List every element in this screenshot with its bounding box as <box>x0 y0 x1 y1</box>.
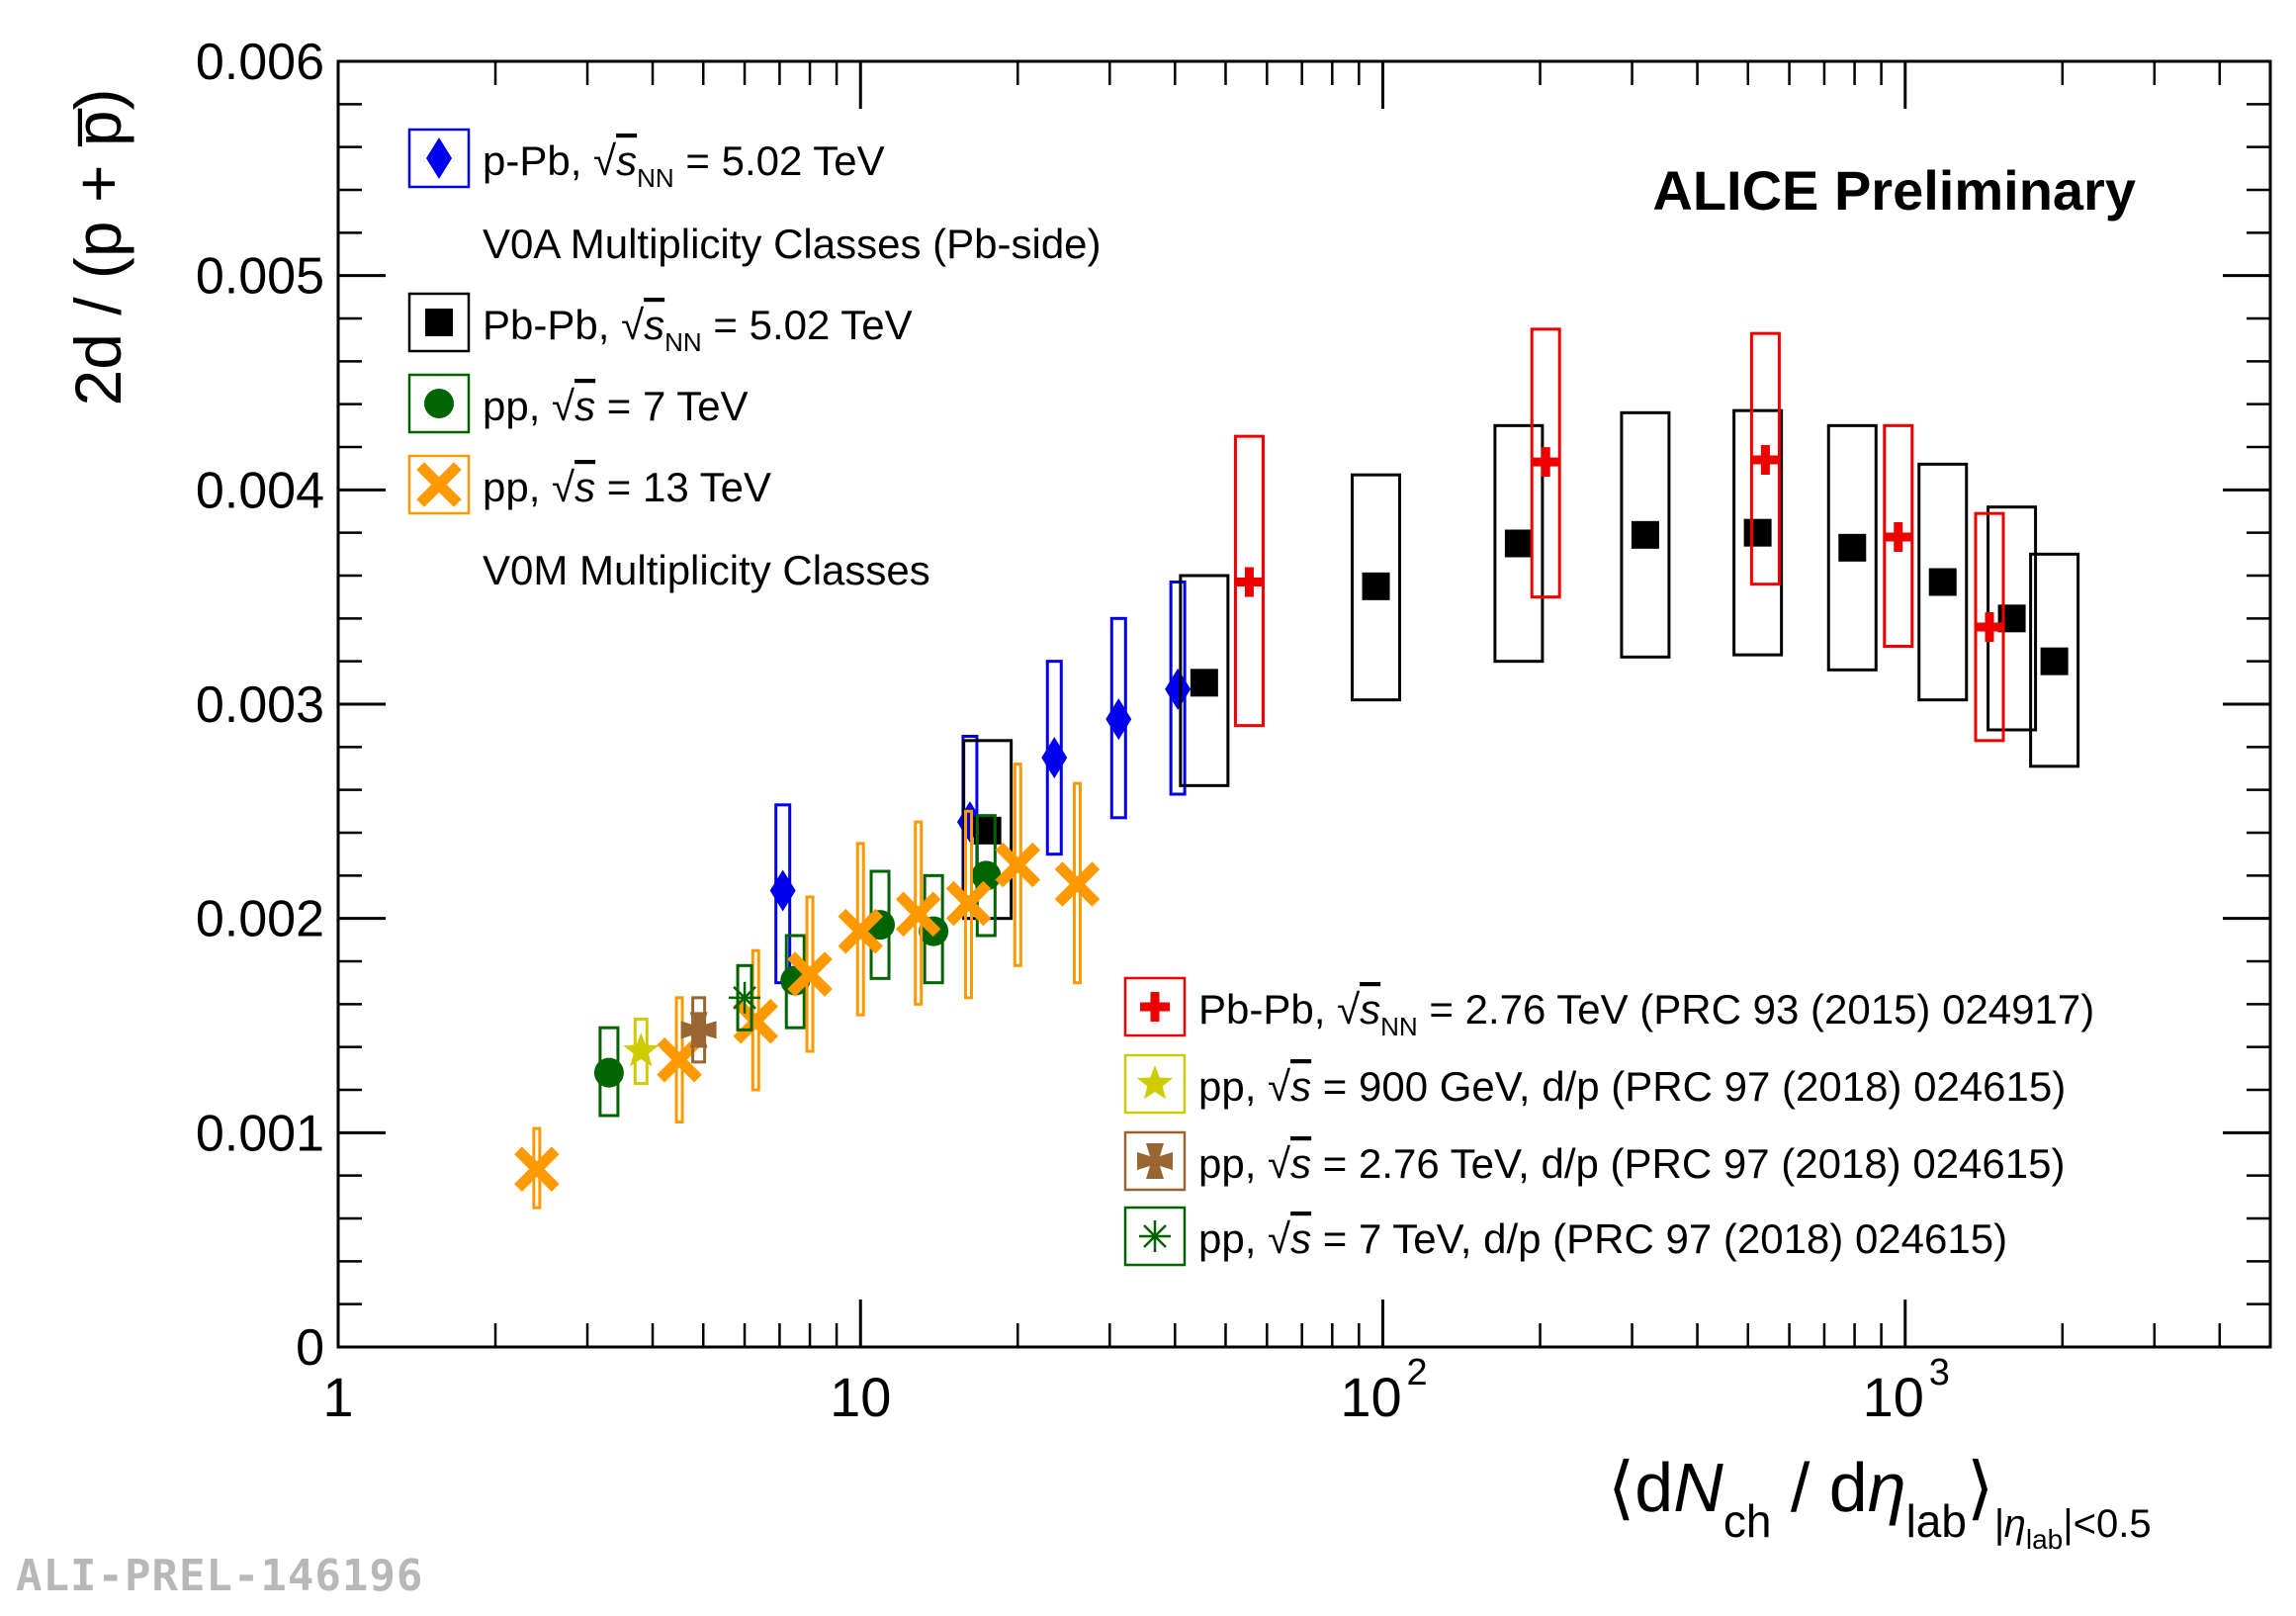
y-axis-label: 2d / (p + p̅) <box>61 88 134 405</box>
x-tick-label: 10 <box>1340 1366 1401 1428</box>
data-point <box>1531 447 1561 478</box>
data-point <box>1041 737 1068 779</box>
legend-marker <box>416 462 462 507</box>
legend-label: pp, √s = 7 TeV, d/p (PRC 97 (2018) 02461… <box>1198 1215 2007 1262</box>
legend-note: V0M Multiplicity Classes <box>483 547 930 593</box>
legend-marker <box>1137 1143 1173 1179</box>
chart-title: ALICE Preliminary <box>1652 159 2136 222</box>
y-tick-label: 0.005 <box>196 248 324 306</box>
data-point <box>838 908 884 954</box>
series-plus <box>1233 327 2005 743</box>
data-point <box>2040 647 2069 675</box>
data-point <box>769 869 796 912</box>
syst-box <box>1179 574 1230 787</box>
data-point <box>1190 669 1218 697</box>
data-point <box>1165 668 1192 710</box>
legend-label: Pb-Pb, √sNN = 5.02 TeV <box>483 302 913 357</box>
data-point <box>787 951 833 997</box>
legend-marker <box>426 137 452 179</box>
legend-label: pp, √s = 2.76 TeV, d/p (PRC 97 (2018) 02… <box>1198 1140 2065 1187</box>
y-tick-label: 0.002 <box>196 891 324 948</box>
syst-box <box>1493 423 1545 664</box>
syst-box <box>1826 423 1878 672</box>
legend-label: p-Pb, √sNN = 5.02 TeV <box>483 137 885 193</box>
legend-marker <box>1136 1065 1174 1100</box>
legend-marker <box>1139 1220 1171 1252</box>
series-cross <box>514 763 1101 1210</box>
syst-box <box>1351 473 1402 702</box>
x-tick-label: 10 <box>1863 1366 1924 1428</box>
data-point <box>1883 522 1913 552</box>
x-tick-exponent: 3 <box>1929 1352 1950 1393</box>
series-star <box>623 1018 660 1085</box>
data-point <box>1750 445 1781 475</box>
y-tick-label: 0.003 <box>196 676 324 734</box>
syst-box <box>2029 552 2080 768</box>
data-point <box>1743 518 1772 547</box>
data-point <box>1054 861 1101 907</box>
data-point <box>1975 612 2005 642</box>
data-point <box>971 860 1002 891</box>
data-point <box>729 981 761 1014</box>
legend-label: pp, √s = 900 GeV, d/p (PRC 97 (2018) 024… <box>1198 1063 2066 1110</box>
data-point <box>1105 698 1132 741</box>
syst-box <box>1917 462 1969 702</box>
series-fatcross <box>680 996 717 1064</box>
data-point <box>995 842 1041 888</box>
legend-label: Pb-Pb, √sNN = 2.76 TeV (PRC 93 (2015) 02… <box>1198 986 2094 1041</box>
data-point <box>1362 572 1390 600</box>
data-point <box>1504 529 1533 558</box>
series-asterisk <box>729 963 761 1032</box>
data-point <box>945 880 992 927</box>
legend-marker <box>425 309 453 336</box>
watermark: ALI-PREL-146196 <box>16 1551 424 1601</box>
data-point <box>514 1146 560 1192</box>
data-point <box>657 1036 702 1083</box>
x-tick-exponent: 2 <box>1407 1352 1428 1393</box>
data-point <box>623 1032 660 1067</box>
legend-label: pp, √s = 13 TeV <box>483 464 771 510</box>
y-tick-label: 0 <box>296 1319 324 1377</box>
x-axis-label: ⟨dNch / dηlab⟩|ηlab|<0.5 <box>1608 1449 2152 1555</box>
legend-marker <box>1140 992 1170 1022</box>
data-point <box>1838 533 1867 562</box>
syst-box <box>1732 408 1784 657</box>
y-tick-label: 0.004 <box>196 462 324 519</box>
x-tick-label: 10 <box>830 1366 891 1428</box>
legend-label: pp, √s = 7 TeV <box>483 383 749 429</box>
data-point <box>895 891 941 938</box>
data-point <box>593 1057 624 1088</box>
syst-box <box>1620 410 1671 659</box>
y-tick-label: 0.006 <box>196 34 324 91</box>
data-point <box>1631 520 1659 549</box>
legend-note: V0A Multiplicity Classes (Pb-side) <box>483 221 1102 267</box>
legend-marker <box>424 389 454 418</box>
x-tick-label: 1 <box>322 1366 353 1428</box>
y-tick-label: 0.001 <box>196 1105 324 1162</box>
data-point <box>1928 568 1957 596</box>
data-point <box>680 1012 717 1048</box>
data-point <box>1234 567 1265 597</box>
